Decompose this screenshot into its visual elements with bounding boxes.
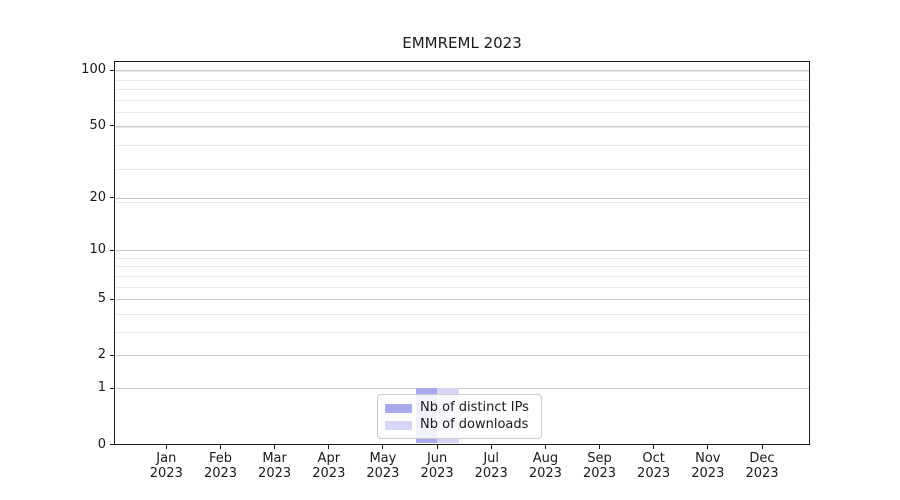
- minor-gridline: [115, 266, 809, 268]
- x-tick: [490, 444, 492, 449]
- y-tick-label: 100: [81, 62, 106, 78]
- y-tick: [110, 125, 114, 126]
- minor-gridline: [115, 257, 809, 259]
- y-tick: [110, 444, 114, 445]
- x-tick-label-line: Apr: [317, 451, 341, 466]
- x-tick-label: Feb 2023: [189, 451, 253, 481]
- chart-title: EMMREML 2023: [402, 34, 522, 52]
- x-tick: [544, 444, 546, 449]
- minor-gridline: [115, 79, 809, 81]
- x-tick-label-line: Jul: [483, 451, 500, 466]
- x-tick-label: Nov 2023: [676, 451, 740, 481]
- minor-gridline: [115, 112, 809, 114]
- y-tick: [110, 298, 114, 300]
- y-tick: [110, 197, 114, 198]
- x-tick-label-line: 2023: [474, 466, 508, 481]
- legend-swatch-distinct-ips: [385, 403, 412, 413]
- x-tick: [707, 444, 709, 449]
- y-tick-label: 10: [89, 242, 106, 257]
- major-gridline: [115, 388, 809, 390]
- minor-gridline: [115, 89, 809, 90]
- x-tick-label: Jan 2023: [134, 451, 198, 481]
- x-tick-label-line: 2023: [420, 466, 454, 481]
- legend: Nb of distinct IPs Nb of downloads: [377, 394, 542, 439]
- x-tick: [220, 444, 221, 449]
- x-tick: [436, 444, 438, 449]
- x-tick-label-line: 2023: [582, 466, 617, 481]
- y-tick: [110, 69, 114, 71]
- minor-gridline: [115, 168, 809, 170]
- major-gridline: [115, 197, 809, 199]
- x-tick-label-line: 2023: [203, 466, 238, 481]
- major-gridline: [115, 299, 809, 301]
- x-tick: [653, 444, 655, 449]
- x-tick-label-line: Dec: [749, 451, 775, 466]
- major-gridline: [115, 250, 809, 251]
- x-tick-label-line: 2023: [528, 466, 562, 481]
- x-tick: [274, 444, 276, 449]
- minor-gridline: [115, 70, 809, 72]
- minor-gridline: [115, 127, 809, 129]
- legend-label-downloads: Nb of downloads: [420, 417, 529, 432]
- minor-gridline: [115, 332, 809, 333]
- minor-gridline: [115, 275, 809, 277]
- x-tick-label-line: 2023: [366, 466, 400, 481]
- y-tick-label: 50: [89, 117, 106, 133]
- x-tick-label-line: Feb: [208, 451, 233, 466]
- major-gridline: [115, 125, 809, 127]
- x-tick-label-line: Mar: [262, 451, 287, 466]
- minor-gridline: [115, 286, 809, 288]
- y-tick: [110, 249, 114, 251]
- y-tick-label: 0: [97, 436, 106, 452]
- minor-gridline: [115, 201, 809, 203]
- x-tick-label-line: 2023: [258, 466, 292, 481]
- x-tick-label-line: Aug: [532, 451, 559, 466]
- x-tick-label: Jul 2023: [459, 451, 523, 481]
- x-tick-label: Jun 2023: [405, 451, 469, 481]
- x-tick: [761, 444, 763, 449]
- x-tick-label-line: 2023: [312, 466, 346, 481]
- minor-gridline: [115, 99, 809, 101]
- legend-swatch-downloads: [385, 420, 412, 430]
- x-tick-label-line: Jun: [426, 451, 448, 466]
- legend-item-distinct-ips: Nb of distinct IPs: [385, 400, 534, 416]
- legend-label-distinct-ips: Nb of distinct IPs: [420, 400, 529, 415]
- legend-item-downloads: Nb of downloads: [385, 417, 534, 433]
- y-tick-label: 1: [97, 380, 106, 396]
- major-gridline: [115, 355, 809, 357]
- x-tick: [328, 444, 330, 449]
- minor-gridline: [115, 313, 809, 315]
- x-tick-label-line: Sep: [587, 451, 612, 466]
- x-tick-label: Oct 2023: [622, 451, 686, 481]
- y-tick: [110, 354, 114, 356]
- x-tick-label-line: 2023: [149, 466, 183, 481]
- x-tick: [382, 444, 384, 449]
- y-tick-label: 5: [97, 291, 106, 307]
- x-tick-label-line: Nov: [695, 451, 721, 466]
- major-gridline: [115, 70, 809, 72]
- x-tick-label-line: 2023: [691, 466, 725, 481]
- x-tick-label: Apr 2023: [297, 451, 361, 481]
- minor-gridline: [115, 145, 809, 147]
- y-tick: [110, 387, 114, 389]
- x-tick-label: Sep 2023: [568, 451, 632, 481]
- x-tick-label: Dec 2023: [730, 451, 794, 481]
- x-tick-label: Mar 2023: [243, 451, 307, 481]
- x-tick-label-line: 2023: [745, 466, 779, 481]
- x-tick: [165, 444, 167, 449]
- x-tick-label-line: 2023: [637, 466, 671, 481]
- x-tick-label-line: Oct: [642, 451, 665, 466]
- x-tick-label-line: May: [369, 451, 397, 466]
- y-tick-label: 20: [89, 189, 106, 205]
- x-tick: [599, 444, 600, 449]
- x-tick-label: May 2023: [351, 451, 415, 481]
- x-tick-label-line: Jan: [156, 451, 177, 466]
- x-tick-label: Aug 2023: [513, 451, 577, 481]
- y-tick-label: 2: [97, 347, 106, 363]
